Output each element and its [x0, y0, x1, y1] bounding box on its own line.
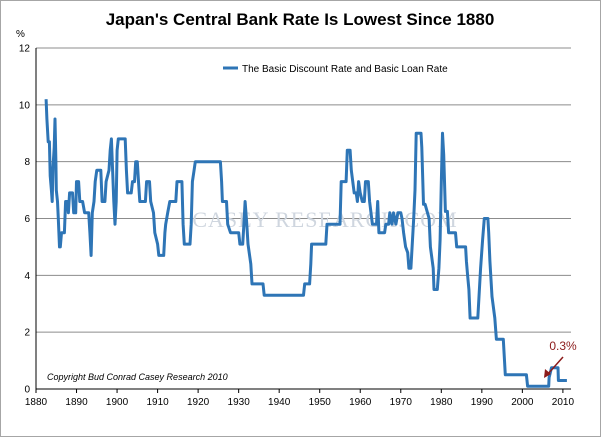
x-tick-label: 1900: [106, 397, 129, 408]
y-tick-labels: 0 2 4 6 8 10 12: [19, 44, 31, 396]
legend-entry: The Basic Discount Rate and Basic Loan R…: [242, 64, 448, 75]
x-tick-label: 1920: [187, 397, 210, 408]
x-tick-label: 1950: [309, 397, 332, 408]
x-tick-label: 1890: [65, 397, 88, 408]
y-axis-unit-label: %: [16, 29, 25, 40]
x-tick-label: 1930: [228, 397, 251, 408]
x-tick-label: 1980: [430, 397, 453, 408]
annotation-arrowhead: [544, 369, 551, 378]
y-tick-label: 0: [24, 385, 30, 396]
annotation: 0.3%: [544, 339, 577, 378]
x-tick-label: 1880: [25, 397, 48, 408]
y-tick-label: 6: [24, 214, 30, 225]
gridlines: [36, 47, 571, 333]
x-tick-label: 2010: [552, 397, 575, 408]
x-tick-label: 2000: [511, 397, 534, 408]
x-tick-label: 1940: [268, 397, 291, 408]
y-tick-label: 2: [24, 328, 30, 339]
y-tick-label: 10: [19, 100, 31, 111]
x-tick-label: 1960: [349, 397, 372, 408]
annotation-label: 0.3%: [549, 339, 577, 353]
copyright-credit: Copyright Bud Conrad Casey Research 2010: [47, 372, 228, 382]
annotation-arrow: [546, 356, 564, 376]
axes: [35, 48, 571, 393]
x-tick-labels: 1880 1890 1900 1910 1920 1930 1940 1950 1960 1970…: [25, 397, 575, 408]
series-line: [44, 99, 567, 388]
watermark-logo: CASEY RESEARCH.COM: [192, 207, 457, 232]
series-group: [44, 99, 567, 388]
y-tick-label: 12: [19, 44, 31, 55]
x-tick-label: 1970: [390, 397, 413, 408]
y-tick-label: 4: [24, 271, 30, 282]
x-tick-label: 1910: [146, 397, 169, 408]
chart-title: Japan's Central Bank Rate Is Lowest Sinc…: [106, 10, 495, 29]
legend: The Basic Discount Rate and Basic Loan R…: [223, 64, 448, 75]
y-tick-label: 8: [24, 157, 30, 168]
x-tick-label: 1990: [471, 397, 494, 408]
